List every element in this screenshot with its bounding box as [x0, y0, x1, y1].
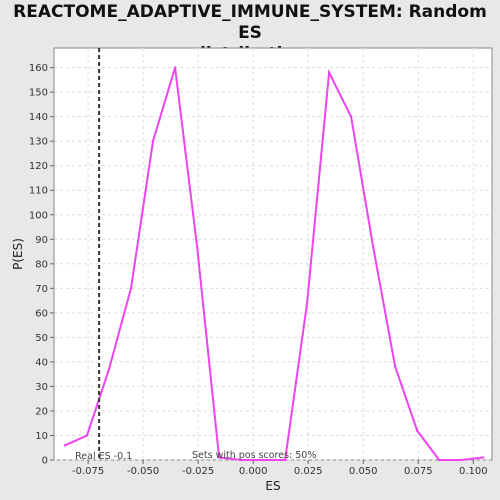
x-axis: -0.075 -0.050 -0.025 0.000 0.025 0.050 0.075 0.…: [72, 460, 488, 477]
x-tick-label: 0.100: [459, 466, 488, 477]
data-point: [239, 458, 243, 462]
x-tick-label: 0.050: [349, 466, 378, 477]
data-point: [327, 71, 331, 74]
pos-scores-annotation: Sets with pos scores: 50%: [192, 450, 316, 461]
grid-lines: [54, 48, 492, 461]
data-point: [283, 458, 287, 462]
y-tick-label: 150: [29, 88, 48, 99]
data-point: [151, 139, 155, 143]
y-axis-title: P(ES): [11, 238, 25, 270]
data-point: [261, 458, 265, 462]
data-point: [481, 456, 485, 459]
x-tick-label: -0.050: [127, 466, 159, 477]
data-point: [393, 365, 397, 369]
data-point: [217, 456, 221, 459]
x-axis-title: ES: [265, 479, 280, 493]
y-tick-label: 110: [29, 186, 48, 197]
x-tick-label: -0.075: [72, 466, 104, 477]
x-tick-label: 0.000: [239, 466, 268, 477]
series-line: [64, 67, 484, 461]
data-point: [63, 444, 67, 447]
x-tick-label: 0.075: [404, 466, 433, 477]
y-tick-label: 140: [29, 112, 48, 123]
x-tick-label: 0.025: [294, 466, 323, 477]
series-layer: [63, 66, 485, 462]
data-point: [129, 287, 133, 290]
data-point: [107, 368, 111, 371]
y-tick-label: 20: [35, 406, 48, 417]
y-tick-label: 160: [29, 63, 48, 74]
real-es-label: Real ES -0.1: [75, 451, 132, 462]
y-tick-label: 120: [29, 161, 48, 172]
y-tick-label: 60: [35, 308, 48, 319]
y-axis: 0 10 20 30 40 50 60 70 80 90 100 110 120 130 140 150 160: [29, 63, 54, 467]
y-tick-label: 40: [35, 357, 48, 368]
y-tick-label: 100: [29, 210, 48, 221]
y-tick-label: 70: [35, 284, 48, 295]
data-point: [195, 245, 199, 248]
x-tick-label: -0.025: [182, 466, 214, 477]
y-tick-label: 130: [29, 137, 48, 148]
data-point: [415, 429, 419, 432]
data-point: [437, 458, 441, 462]
y-tick-label: 0: [42, 456, 48, 467]
chart-title-line-1: REACTOME_ADAPTIVE_IMMUNE_SYSTEM: Random …: [13, 2, 487, 43]
data-point: [305, 301, 309, 305]
data-point: [459, 458, 463, 462]
y-tick-label: 30: [35, 382, 48, 393]
data-point: [173, 66, 177, 69]
data-point: [371, 245, 375, 248]
y-tick-label: 80: [35, 259, 48, 270]
y-tick-label: 10: [35, 431, 48, 442]
y-tick-label: 90: [35, 235, 48, 246]
data-point: [85, 434, 89, 437]
y-tick-label: 50: [35, 333, 48, 344]
data-point: [349, 115, 353, 118]
plot-area: [53, 47, 493, 461]
